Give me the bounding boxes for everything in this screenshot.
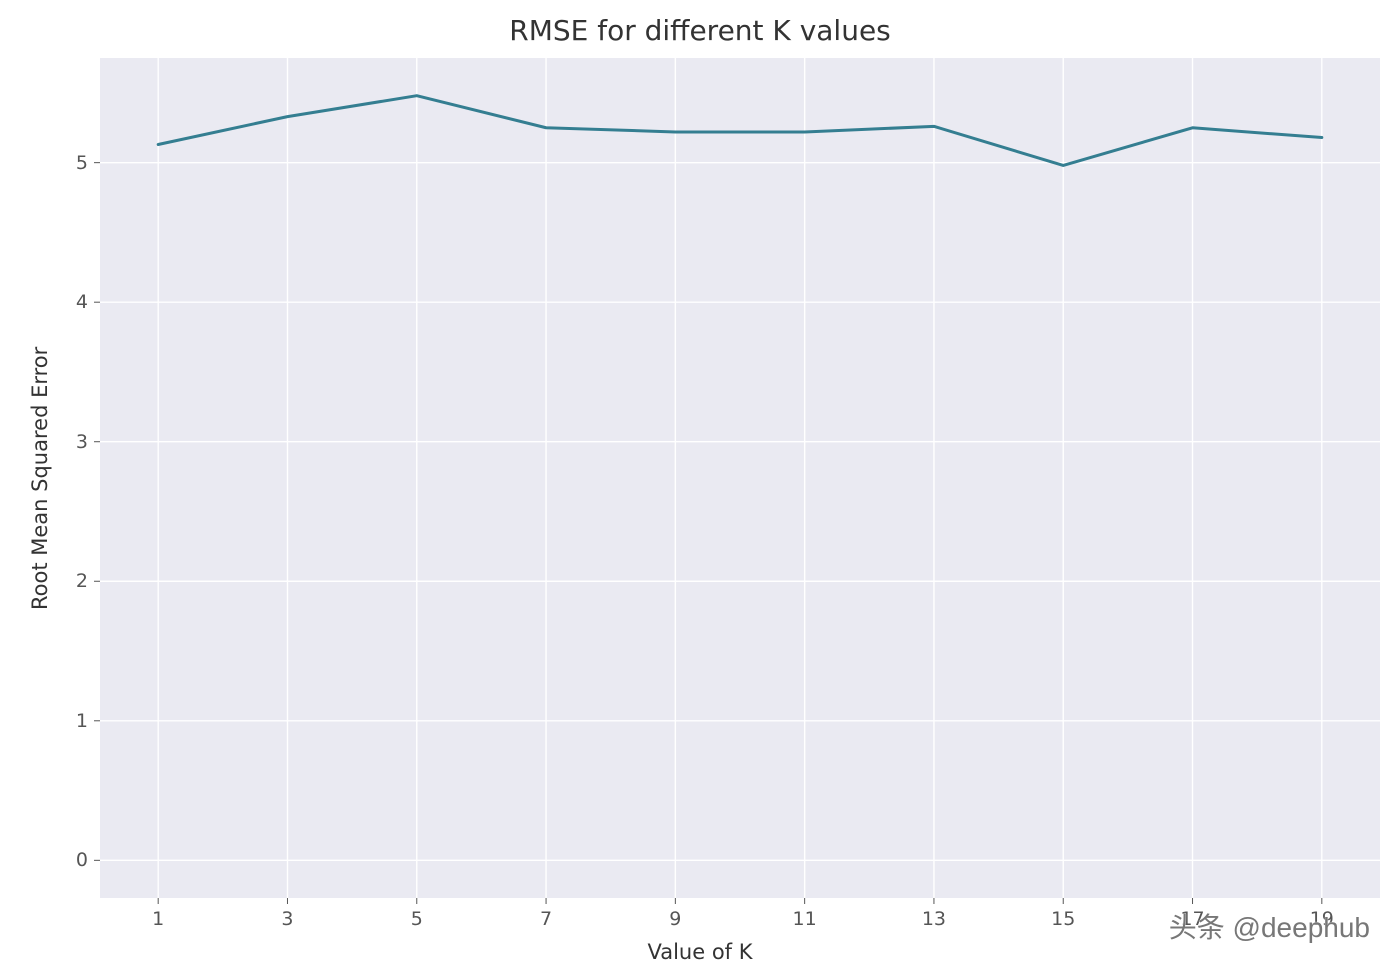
y-tick-label: 0 xyxy=(76,849,88,871)
y-tick-label: 5 xyxy=(76,152,88,174)
chart-container: RMSE for different K values Root Mean Sq… xyxy=(0,0,1400,976)
x-tick-label: 1 xyxy=(152,908,164,930)
y-axis-label: Root Mean Squared Error xyxy=(28,346,52,609)
watermark-text: 头条 @deephub xyxy=(1169,906,1370,946)
chart-title: RMSE for different K values xyxy=(0,14,1400,47)
x-tick-label: 7 xyxy=(540,908,552,930)
y-tick-label: 3 xyxy=(76,431,88,453)
x-tick-label: 3 xyxy=(281,908,293,930)
plot-area xyxy=(100,58,1380,898)
x-tick-label: 15 xyxy=(1051,908,1075,930)
y-tick-label: 4 xyxy=(76,291,88,313)
y-tick-label: 1 xyxy=(76,710,88,732)
y-tick-label: 2 xyxy=(76,570,88,592)
x-tick-label: 5 xyxy=(411,908,423,930)
x-tick-label: 11 xyxy=(793,908,817,930)
x-tick-label: 13 xyxy=(922,908,946,930)
x-tick-label: 9 xyxy=(669,908,681,930)
